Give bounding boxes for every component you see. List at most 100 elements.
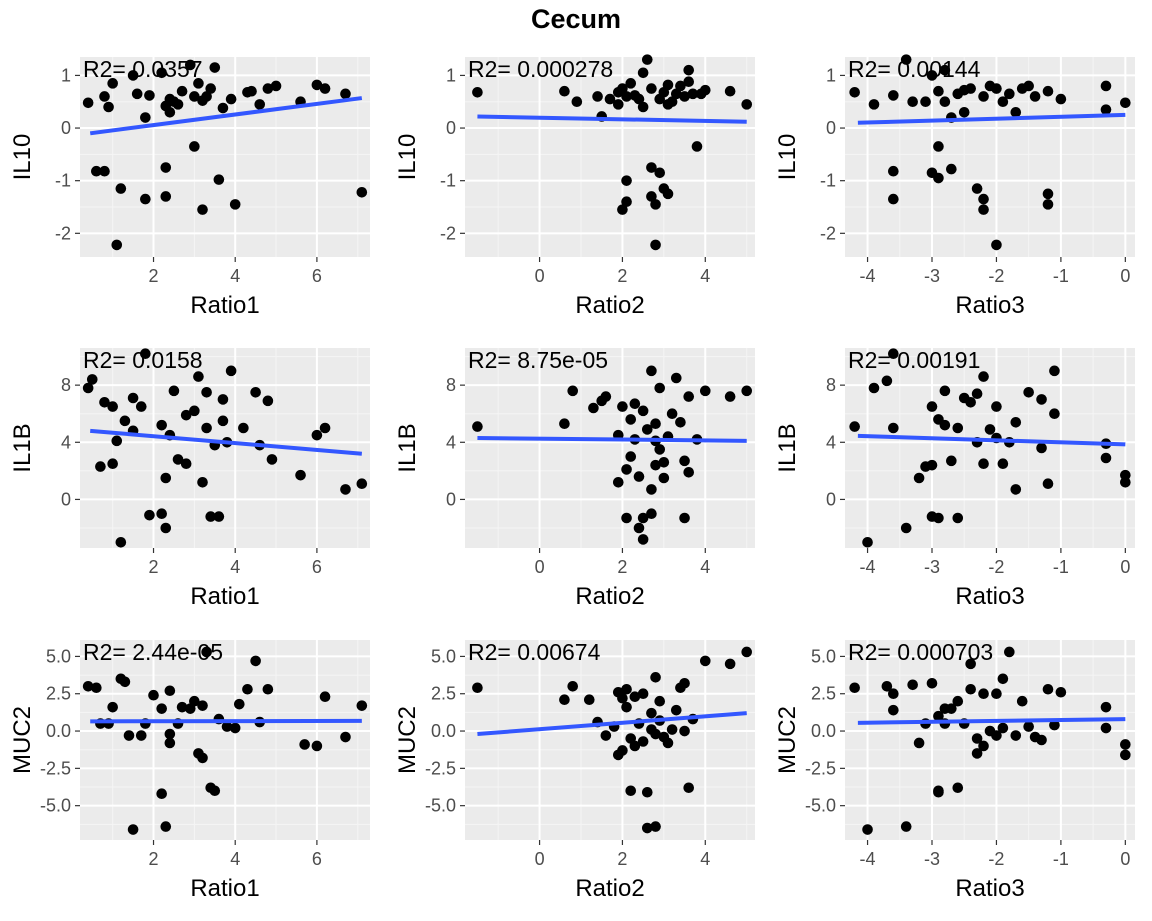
data-point [670, 704, 682, 716]
data-point [592, 91, 603, 102]
y-tick-label: 0 [826, 489, 836, 509]
y-tick-label: -5.0 [805, 796, 836, 816]
y-axis-title: IL1B [394, 423, 421, 472]
data-point [95, 461, 106, 472]
x-axis-title: Ratio2 [575, 583, 644, 610]
data-point [1100, 104, 1112, 115]
data-point [176, 701, 188, 713]
data-point [683, 64, 695, 76]
data-point [971, 183, 983, 194]
data-point [604, 93, 616, 105]
data-point [946, 703, 957, 714]
data-point [1004, 646, 1015, 658]
y-tick-label: 5.0 [811, 646, 836, 666]
data-point [144, 509, 155, 521]
data-point [991, 401, 1002, 412]
data-point [197, 700, 208, 711]
data-point [91, 165, 102, 177]
data-point [164, 728, 176, 740]
data-point [900, 522, 912, 534]
data-point [201, 386, 212, 398]
regression-line [477, 711, 747, 737]
scatter-panel: 0 2 4 -2 -1 0 1 R2= 0.000278 Ratio2 IL10 [394, 54, 755, 319]
data-point [862, 536, 873, 548]
data-point [958, 106, 970, 118]
data-point [621, 701, 632, 713]
data-point [666, 96, 678, 108]
data-point [172, 99, 184, 110]
y-axis-title: IL10 [9, 134, 36, 181]
data-point [978, 204, 989, 215]
data-point [1010, 416, 1022, 428]
data-point [933, 786, 944, 798]
data-point [225, 93, 237, 105]
data-point [246, 85, 257, 97]
data-point [646, 484, 657, 495]
panel-background [845, 640, 1135, 840]
y-tick-label: -5.0 [40, 796, 71, 816]
data-point [1029, 91, 1041, 102]
data-point [971, 748, 983, 759]
data-point [583, 694, 595, 706]
data-point [168, 385, 180, 397]
x-tick-label: -4 [860, 266, 876, 286]
data-point [189, 141, 200, 152]
x-tick-label: 4 [230, 849, 240, 869]
data-point [679, 677, 690, 689]
data-point [356, 700, 368, 711]
data-point [197, 752, 208, 764]
y-axis-title: MUC2 [394, 706, 421, 774]
data-point [625, 785, 637, 797]
data-point [1042, 199, 1054, 210]
y-tick-label: 2.5 [811, 684, 836, 704]
figure-title: Cecum [530, 4, 622, 34]
x-tick-label: 0 [535, 849, 545, 869]
data-point [679, 725, 690, 737]
data-point [978, 688, 989, 700]
data-point [650, 459, 661, 471]
data-point [82, 382, 94, 394]
data-point [242, 683, 253, 695]
data-point [189, 405, 200, 417]
data-point [213, 511, 225, 522]
data-point [1042, 188, 1054, 200]
scatter-panel: 2 4 6 0 4 8 R2= 0.0158 Ratio1 IL1B [9, 347, 370, 610]
data-point [907, 96, 918, 108]
data-point [683, 76, 695, 88]
data-point [633, 471, 645, 482]
y-tick-label: -2 [440, 223, 456, 243]
data-point [984, 424, 996, 435]
y-tick-label: 1 [61, 65, 71, 85]
data-point [629, 691, 641, 703]
data-point [654, 167, 666, 179]
data-point [160, 191, 172, 202]
data-point [225, 365, 237, 377]
x-tick-label: 2 [149, 266, 159, 286]
data-point [641, 786, 653, 798]
data-point [926, 401, 938, 412]
data-point [670, 372, 682, 384]
r2-annotation: R2= 2.44e-05 [83, 639, 223, 665]
x-axis-title: Ratio1 [190, 583, 259, 610]
regression-line [857, 112, 1126, 125]
y-tick-label: -1 [820, 171, 836, 191]
data-point [180, 409, 192, 421]
data-point [472, 86, 483, 98]
x-tick-label: 4 [230, 557, 240, 577]
data-point [658, 456, 670, 468]
data-point [156, 67, 167, 79]
data-point [650, 199, 661, 210]
y-tick-label: -2 [55, 223, 71, 243]
x-tick-label: -2 [988, 266, 1004, 286]
data-point [888, 688, 899, 700]
x-axis-title: Ratio1 [190, 875, 259, 902]
data-point [633, 93, 645, 105]
data-point [567, 385, 579, 397]
data-point [965, 83, 976, 94]
data-point [637, 405, 649, 417]
data-point [127, 70, 139, 81]
data-point [939, 64, 951, 76]
data-point [262, 83, 274, 94]
data-point [646, 162, 657, 173]
data-point [658, 472, 670, 484]
